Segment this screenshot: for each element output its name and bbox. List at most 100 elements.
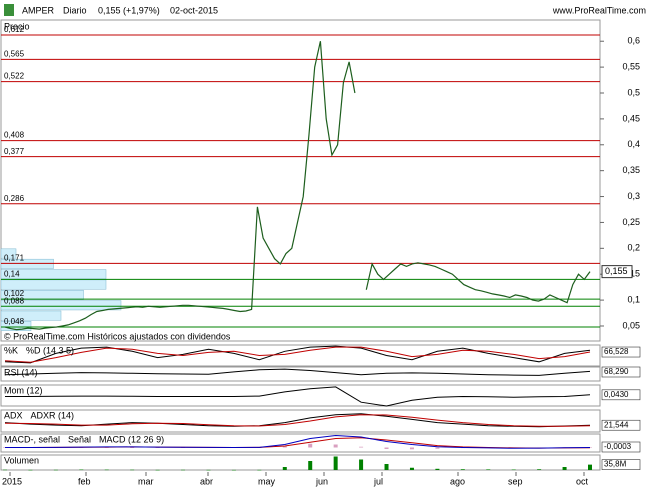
level-label: 0,102 bbox=[4, 289, 25, 298]
x-tick-label: jul bbox=[373, 476, 383, 486]
app-icon bbox=[4, 4, 14, 16]
y-tick-label: 0,45 bbox=[622, 113, 640, 123]
indicator-bar bbox=[130, 469, 135, 471]
y-tick-label: 0,25 bbox=[622, 217, 640, 227]
indicator-bar bbox=[359, 459, 364, 470]
current-value-box bbox=[601, 459, 641, 470]
indicator-bar bbox=[206, 469, 211, 471]
y-tick-label: 0,35 bbox=[622, 165, 640, 175]
indicator-line bbox=[4, 413, 591, 428]
level-label: 0,286 bbox=[4, 194, 25, 203]
indicator-bar bbox=[231, 469, 236, 471]
last-price-box bbox=[601, 265, 633, 279]
current-value-label: 0,0430 bbox=[604, 390, 629, 399]
current-value-label: 35,8M bbox=[604, 460, 627, 469]
indicator-bar bbox=[282, 446, 287, 448]
current-value-label: 21,544 bbox=[604, 420, 629, 429]
current-value-box bbox=[601, 441, 641, 453]
panel-label: Precio bbox=[4, 21, 30, 31]
indicator-name: MACD-, señal bbox=[4, 434, 60, 444]
indicator-name: RSI (14) bbox=[4, 367, 38, 377]
x-tick-label: sep bbox=[508, 476, 523, 486]
indicator-bar bbox=[460, 469, 465, 470]
indicator-bar bbox=[181, 469, 186, 471]
indicator-name: MACD (12 26 9) bbox=[99, 434, 164, 444]
indicator-panel bbox=[0, 366, 601, 382]
indicator-panel bbox=[0, 344, 601, 367]
y-tick-label: 0,55 bbox=[622, 61, 640, 71]
indicator-line bbox=[5, 434, 591, 449]
indicator-bar bbox=[104, 447, 109, 448]
x-tick-label: ago bbox=[450, 476, 465, 486]
current-value-box bbox=[601, 346, 641, 358]
volume-profile-bar bbox=[0, 321, 32, 331]
indicator-bar bbox=[257, 469, 262, 471]
date: 02-oct-2015 bbox=[170, 5, 218, 15]
indicator-name: Volumen bbox=[4, 455, 39, 465]
indicator-name: Señal bbox=[68, 434, 91, 444]
indicator-bar bbox=[3, 469, 7, 471]
indicator-bar bbox=[155, 469, 160, 471]
level-label: 0,088 bbox=[4, 296, 25, 305]
level-label: 0,14 bbox=[4, 269, 20, 278]
level-label: 0,377 bbox=[4, 147, 25, 156]
indicator-bar bbox=[486, 469, 491, 470]
current-value-label: -0,0003 bbox=[604, 442, 632, 451]
price-line bbox=[4, 41, 591, 331]
x-tick-label: feb bbox=[78, 476, 91, 486]
indicator-name: %D (14 3 5) bbox=[26, 345, 74, 355]
volume-profile-bar bbox=[0, 300, 122, 311]
indicator-bar bbox=[53, 469, 58, 471]
indicator-bar bbox=[155, 447, 160, 448]
indicator-bar bbox=[104, 469, 109, 471]
indicator-bar bbox=[308, 443, 313, 448]
indicator-bar bbox=[537, 469, 542, 470]
volume-profile-bar bbox=[0, 310, 62, 321]
level-label: 0,171 bbox=[4, 253, 25, 262]
indicator-bar bbox=[588, 464, 592, 470]
indicator-line bbox=[4, 346, 591, 363]
indicator-name: ADXR (14) bbox=[31, 410, 75, 420]
level-label: 0,408 bbox=[4, 131, 25, 140]
volume-profile-bar bbox=[0, 248, 17, 259]
indicator-line bbox=[4, 414, 591, 427]
current-value-box bbox=[601, 419, 641, 431]
x-tick-label: oct bbox=[576, 476, 589, 486]
indicator-bar bbox=[28, 469, 33, 471]
current-value-box bbox=[601, 366, 641, 378]
indicator-name: ADX bbox=[4, 410, 23, 420]
indicator-bar bbox=[308, 461, 313, 470]
source: www.ProRealTime.com bbox=[552, 5, 646, 15]
level-label: 0,522 bbox=[4, 72, 25, 81]
indicator-bar bbox=[384, 464, 389, 470]
x-tick-label: mar bbox=[138, 476, 154, 486]
indicator-line bbox=[5, 386, 591, 407]
indicator-panel bbox=[0, 433, 601, 453]
level-label: 0,565 bbox=[4, 49, 25, 58]
indicator-bar bbox=[384, 447, 389, 449]
y-tick-label: 0,5 bbox=[627, 87, 640, 97]
y-tick-label: 0,05 bbox=[622, 320, 640, 330]
symbol: AMPER bbox=[22, 5, 55, 15]
y-tick-label: 0,2 bbox=[627, 243, 640, 253]
indicator-bar bbox=[333, 444, 338, 448]
indicator-line bbox=[4, 368, 591, 376]
volume-profile-bar bbox=[0, 279, 107, 290]
current-value-label: 66,528 bbox=[604, 347, 629, 356]
indicator-bar bbox=[79, 469, 84, 471]
indicator-bar bbox=[282, 467, 287, 470]
indicator-line bbox=[4, 345, 591, 364]
indicator-panel bbox=[0, 384, 601, 407]
indicator-bar bbox=[130, 447, 135, 448]
indicator-bar bbox=[359, 446, 364, 448]
indicator-bar bbox=[511, 469, 516, 471]
current-value-box bbox=[601, 389, 641, 401]
indicator-name: %K bbox=[4, 345, 18, 355]
indicator-bar bbox=[562, 467, 567, 470]
indicator-bar bbox=[409, 467, 414, 470]
indicator-name: Mom (12) bbox=[4, 385, 43, 395]
quote: 0,155 (+1,97%) bbox=[98, 5, 160, 15]
period: Diario bbox=[63, 5, 87, 15]
main-panel bbox=[0, 19, 601, 342]
